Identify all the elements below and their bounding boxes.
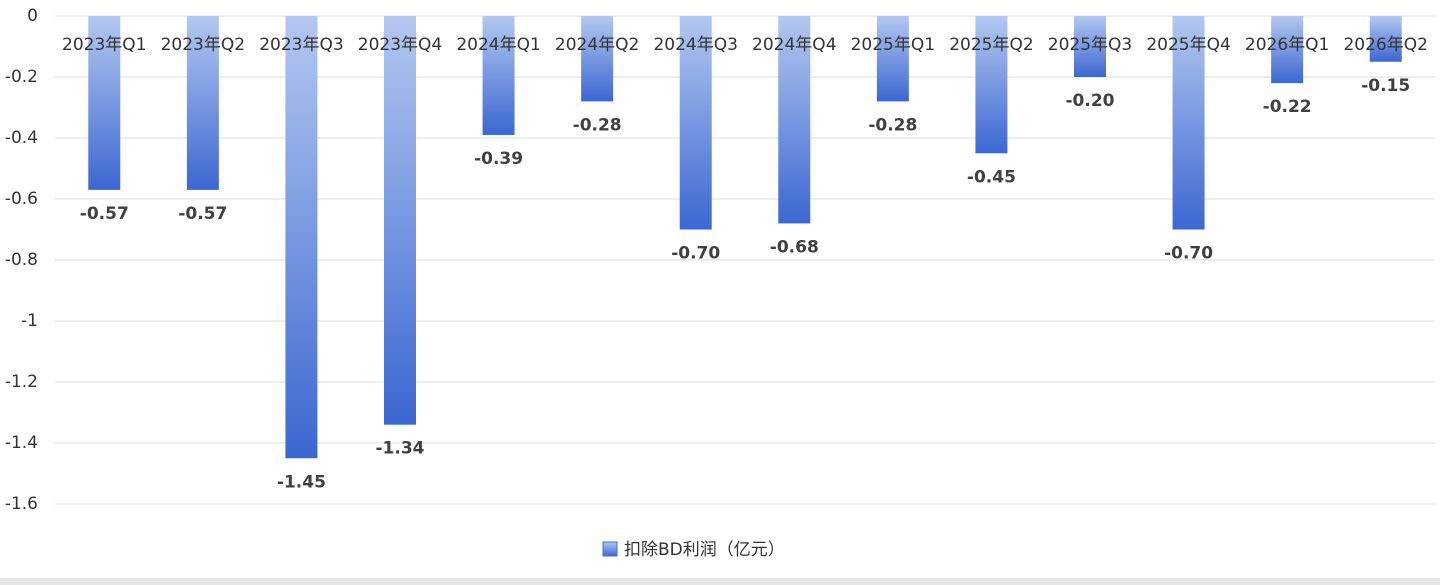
bar bbox=[975, 16, 1008, 154]
data-label: -0.57 bbox=[80, 204, 129, 224]
data-label: -0.70 bbox=[1164, 244, 1213, 264]
y-tick-label: -0.6 bbox=[5, 189, 38, 209]
data-label: -0.70 bbox=[671, 244, 720, 264]
data-label: -0.57 bbox=[178, 204, 227, 224]
x-tick-label: 2024年Q2 bbox=[555, 35, 639, 55]
data-label: -0.39 bbox=[474, 149, 523, 169]
data-label: -1.34 bbox=[376, 439, 425, 459]
x-tick-label: 2025年Q2 bbox=[949, 35, 1033, 55]
data-label: -0.28 bbox=[868, 115, 917, 135]
x-tick-label: 2025年Q4 bbox=[1146, 35, 1230, 55]
x-tick-label: 2024年Q3 bbox=[653, 35, 737, 55]
bar bbox=[482, 16, 515, 135]
x-tick-label: 2023年Q4 bbox=[358, 35, 442, 55]
y-tick-label: -1.2 bbox=[5, 372, 38, 392]
bar bbox=[1172, 16, 1205, 230]
legend-label: 扣除BD利润（亿元） bbox=[624, 540, 785, 560]
bar bbox=[186, 16, 219, 190]
data-label: -0.15 bbox=[1361, 76, 1410, 96]
y-tick-label: -0.8 bbox=[5, 250, 38, 270]
x-tick-label: 2026年Q2 bbox=[1343, 35, 1427, 55]
bar bbox=[285, 16, 318, 459]
y-tick-label: -0.4 bbox=[5, 128, 38, 148]
x-tick-label: 2023年Q3 bbox=[259, 35, 343, 55]
bar bbox=[1369, 16, 1402, 62]
y-tick-label: 0 bbox=[27, 6, 38, 26]
bar bbox=[581, 16, 614, 102]
data-label: -0.28 bbox=[573, 115, 622, 135]
x-tick-label: 2023年Q1 bbox=[62, 35, 146, 55]
bar bbox=[1271, 16, 1304, 84]
data-label: -0.22 bbox=[1263, 97, 1312, 117]
x-tick-label: 2025年Q1 bbox=[851, 35, 935, 55]
x-tick-label: 2023年Q2 bbox=[161, 35, 245, 55]
y-tick-label: -0.2 bbox=[5, 67, 38, 87]
y-tick-label: -1.4 bbox=[5, 433, 38, 453]
bar bbox=[88, 16, 121, 190]
x-tick-label: 2024年Q4 bbox=[752, 35, 836, 55]
bar bbox=[1074, 16, 1106, 77]
data-label: -1.45 bbox=[277, 472, 326, 492]
data-label: -0.68 bbox=[770, 237, 819, 257]
bar bbox=[384, 16, 416, 425]
legend-swatch bbox=[602, 541, 618, 557]
y-tick-label: -1.6 bbox=[5, 494, 38, 514]
x-tick-label: 2024年Q1 bbox=[456, 35, 540, 55]
bar bbox=[876, 16, 909, 102]
x-tick-label: 2026年Q1 bbox=[1245, 35, 1329, 55]
x-tick-label: 2025年Q3 bbox=[1048, 35, 1132, 55]
data-label: -0.45 bbox=[967, 167, 1016, 187]
data-label: -0.20 bbox=[1066, 91, 1115, 111]
bar bbox=[679, 16, 712, 230]
bar bbox=[778, 16, 811, 224]
y-tick-label: -1 bbox=[21, 311, 38, 331]
bottom-strip bbox=[0, 578, 1440, 585]
